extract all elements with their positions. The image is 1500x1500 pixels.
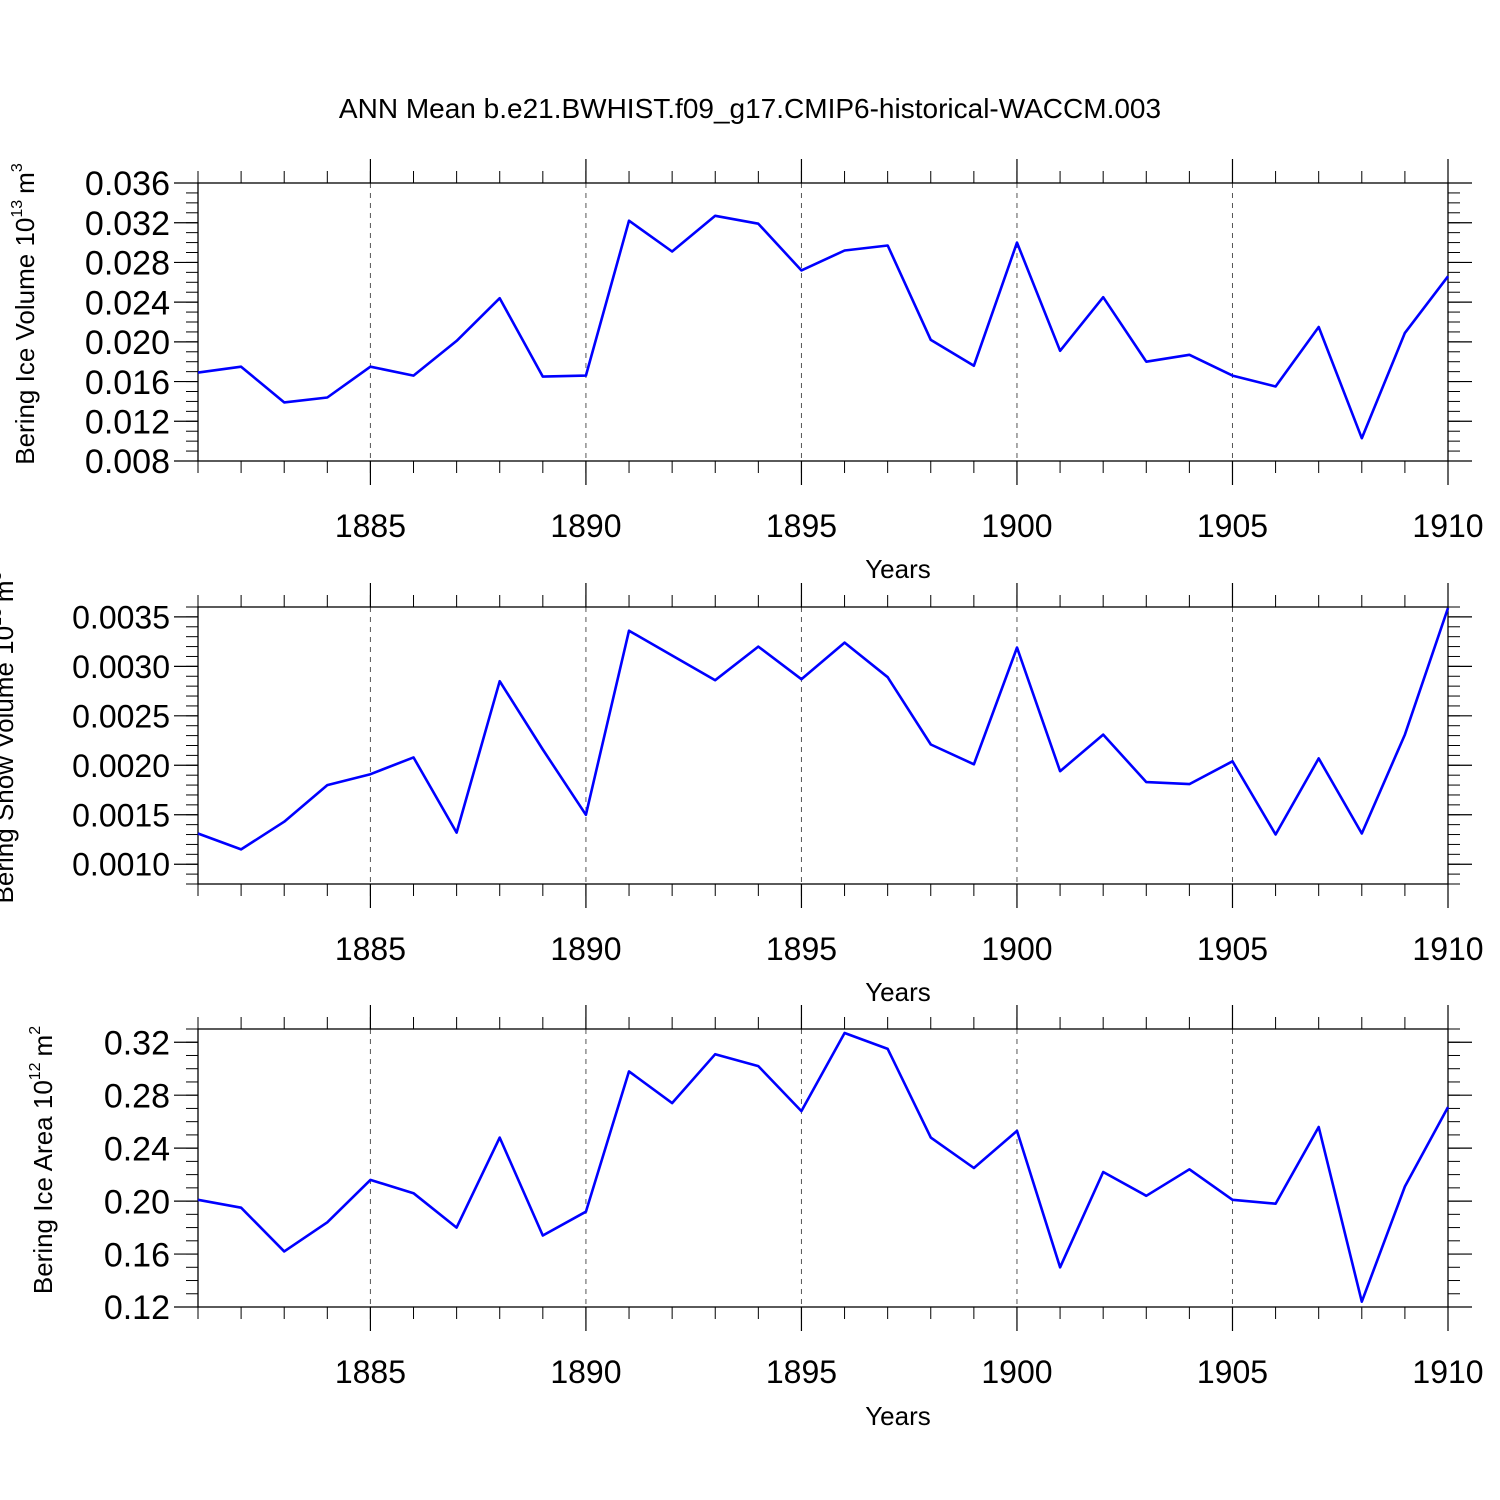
- x-tick-label: 1895: [766, 931, 837, 967]
- y-tick-label: 0.0025: [72, 698, 170, 734]
- ice-area-series-line: [197, 1031, 1450, 1303]
- ice-volume-series-line: [197, 214, 1450, 440]
- y-tick-label: 0.020: [85, 324, 170, 362]
- plot-frame: [197, 1028, 1449, 1308]
- minor-ticks: [186, 1017, 1460, 1319]
- snow-volume-panel: 0.0010 0.0015 0.0020 0.0025 0.0030 0.0035 188…: [0, 571, 1484, 1007]
- x-tick-label: 1885: [335, 508, 406, 544]
- y-axis-label: Bering Snow Volume 1013m3: [0, 571, 19, 903]
- y-tick-label: 0.016: [85, 364, 170, 402]
- x-tick-label: 1910: [1412, 1354, 1483, 1390]
- y-tick-label: 0.036: [85, 165, 170, 203]
- plot-frame: [197, 182, 1449, 462]
- y-axis-label: Bering Ice Area 1012m2: [27, 1026, 58, 1294]
- x-axis-label: Years: [865, 1401, 931, 1431]
- y-tick-label: 0.032: [85, 205, 170, 243]
- y-tick-label: 0.028: [85, 245, 170, 283]
- x-tick-label: 1900: [981, 931, 1052, 967]
- major-ticks: [174, 1005, 1472, 1331]
- x-tick-label: 1895: [766, 1354, 837, 1390]
- y-tick-label: 0.012: [85, 404, 170, 442]
- x-tick-label: 1890: [550, 1354, 621, 1390]
- minor-ticks: [186, 595, 1460, 896]
- ice-area-panel: 0.12 0.16 0.20 0.24 0.28 0.32 1885 1890 1895 190…: [27, 1005, 1484, 1431]
- major-ticks: [174, 583, 1472, 908]
- vertical-gridlines: [369, 183, 1233, 461]
- y-tick-label: 0.12: [104, 1289, 170, 1327]
- x-tick-label: 1890: [550, 931, 621, 967]
- x-tick-label: 1900: [981, 508, 1052, 544]
- x-tick-labels: 1885 1890 1895 1900 1905 1910: [335, 508, 1484, 544]
- x-tick-label: 1885: [335, 931, 406, 967]
- y-tick-label: 0.32: [104, 1024, 170, 1062]
- x-tick-label: 1910: [1412, 508, 1483, 544]
- y-axis-label: Bering Ice Volume 1013m3: [9, 163, 40, 465]
- ice-volume-panel: 0.0080.0120.0160.0200.0240.0280.0320.036…: [9, 159, 1484, 584]
- chart-title: ANN Mean b.e21.BWHIST.f09_g17.CMIP6-hist…: [339, 93, 1161, 124]
- x-tick-label: 1905: [1197, 508, 1268, 544]
- y-tick-label: 0.0035: [72, 599, 170, 635]
- vertical-gridlines: [369, 1029, 1233, 1307]
- plot-frame: [197, 606, 1449, 885]
- x-tick-labels: 1885 1890 1895 1900 1905 1910: [335, 931, 1484, 967]
- major-ticks: [174, 159, 1472, 485]
- y-tick-label: 0.0030: [72, 649, 170, 685]
- x-tick-labels: 1885 1890 1895 1900 1905 1910: [335, 1354, 1484, 1390]
- y-tick-label: 0.16: [104, 1236, 170, 1274]
- x-tick-label: 1895: [766, 508, 837, 544]
- y-tick-label: 0.008: [85, 443, 170, 481]
- y-tick-label: 0.0020: [72, 748, 170, 784]
- y-tick-label: 0.024: [85, 284, 170, 322]
- x-tick-label: 1910: [1412, 931, 1483, 967]
- y-tick-labels: 0.12 0.16 0.20 0.24 0.28 0.32: [104, 1024, 170, 1327]
- y-tick-label: 0.0010: [72, 847, 170, 883]
- minor-ticks: [186, 171, 1460, 473]
- y-tick-labels: 0.0010 0.0015 0.0020 0.0025 0.0030 0.0035: [72, 599, 170, 882]
- y-tick-label: 0.0015: [72, 797, 170, 833]
- x-tick-label: 1900: [981, 1354, 1052, 1390]
- x-tick-label: 1905: [1197, 1354, 1268, 1390]
- vertical-gridlines: [369, 607, 1233, 884]
- y-tick-label: 0.28: [104, 1077, 170, 1115]
- snow-volume-series-line: [197, 607, 1450, 851]
- y-tick-label: 0.24: [104, 1130, 170, 1168]
- x-tick-label: 1890: [550, 508, 621, 544]
- x-tick-label: 1905: [1197, 931, 1268, 967]
- x-axis-label: Years: [865, 554, 931, 584]
- y-tick-label: 0.20: [104, 1183, 170, 1221]
- x-tick-label: 1885: [335, 1354, 406, 1390]
- x-axis-label: Years: [865, 977, 931, 1007]
